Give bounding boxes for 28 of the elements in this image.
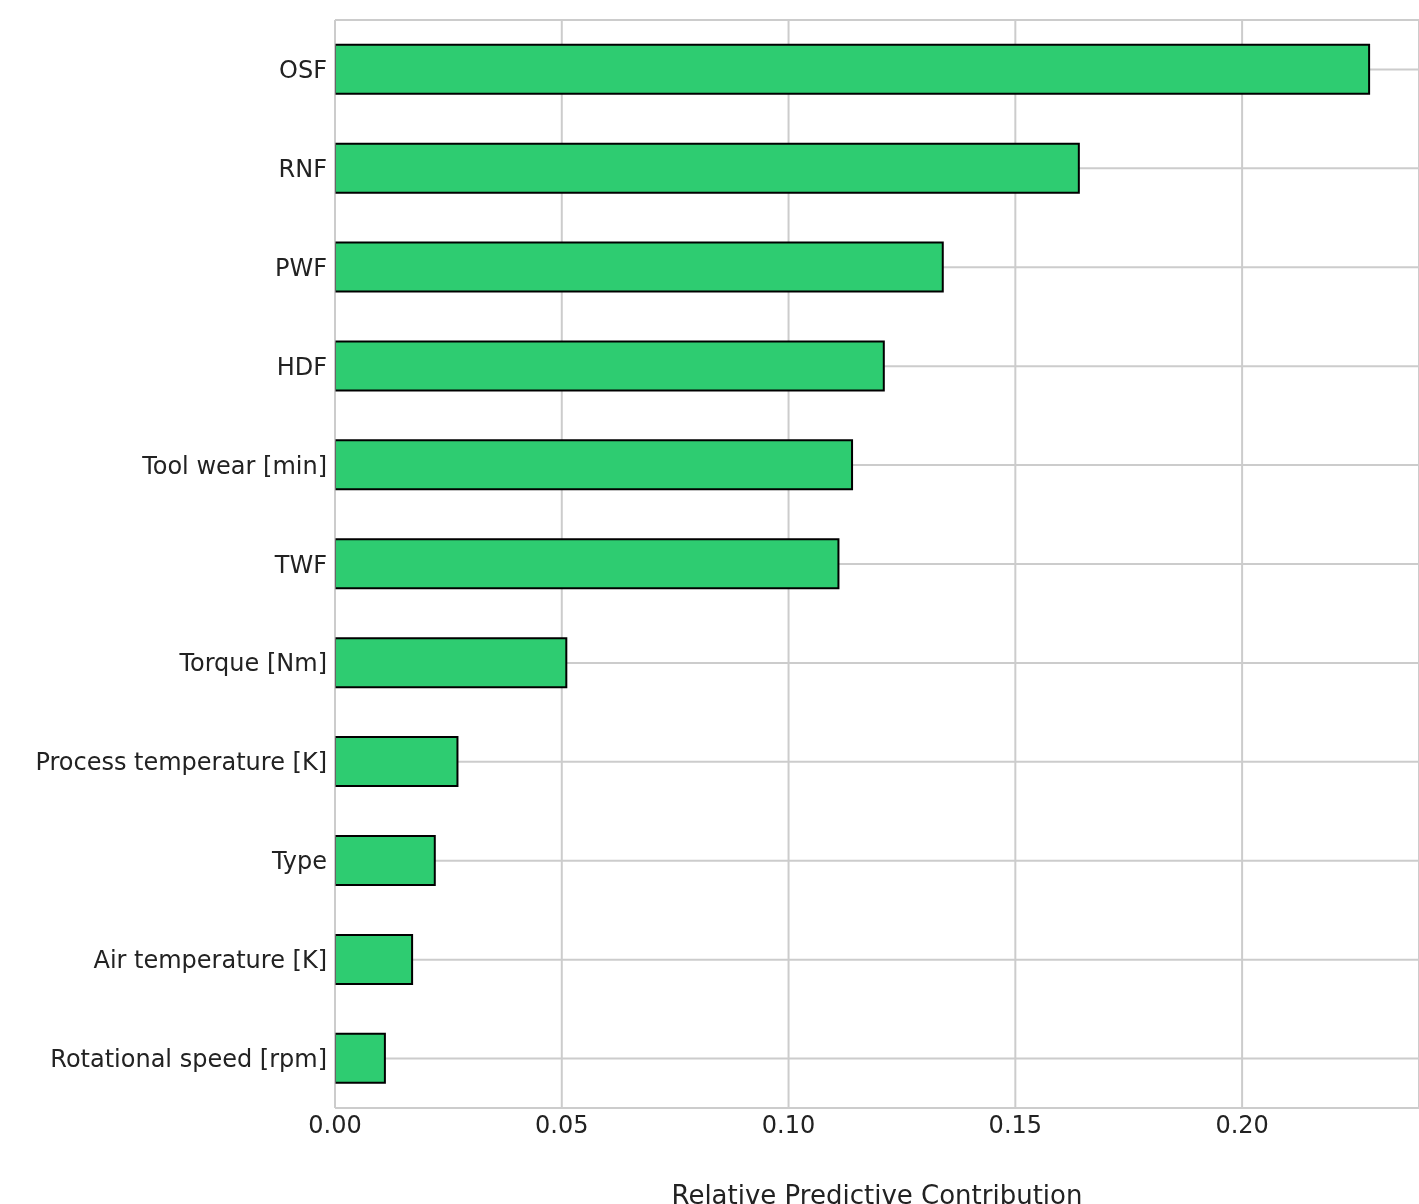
bar (335, 538, 840, 590)
bar (335, 241, 944, 293)
y-tick-label: PWF (274, 253, 327, 282)
x-tick-label: 0.15 (988, 1111, 1043, 1140)
bar (335, 1032, 386, 1084)
bar (335, 43, 1371, 95)
y-tick-label: Torque [Nm] (178, 649, 327, 678)
x-tick-label: 0.05 (535, 1111, 589, 1140)
bar (335, 439, 854, 491)
y-tick-label: Type (270, 847, 327, 876)
x-tick-label: 0.10 (761, 1111, 816, 1140)
x-tick-label: 0.00 (308, 1111, 362, 1140)
x-axis-title: Relative Predictive Contribution (671, 1180, 1083, 1204)
bar (335, 340, 885, 392)
y-tick-label: Air temperature [K] (93, 946, 327, 975)
y-tick-label: Rotational speed [rpm] (50, 1045, 327, 1074)
y-tick-label: RNF (278, 154, 327, 183)
y-tick-label: HDF (276, 352, 327, 381)
bar (335, 736, 459, 788)
y-tick-label: OSF (279, 55, 327, 84)
y-tick-label: Process temperature [K] (35, 748, 327, 777)
bar (335, 637, 568, 689)
x-tick-label: 0.20 (1215, 1111, 1269, 1140)
bar (335, 142, 1080, 194)
y-tick-label: TWF (273, 550, 327, 579)
bar (335, 933, 414, 985)
y-tick-label: Tool wear [min] (141, 451, 327, 480)
bar (335, 835, 436, 886)
